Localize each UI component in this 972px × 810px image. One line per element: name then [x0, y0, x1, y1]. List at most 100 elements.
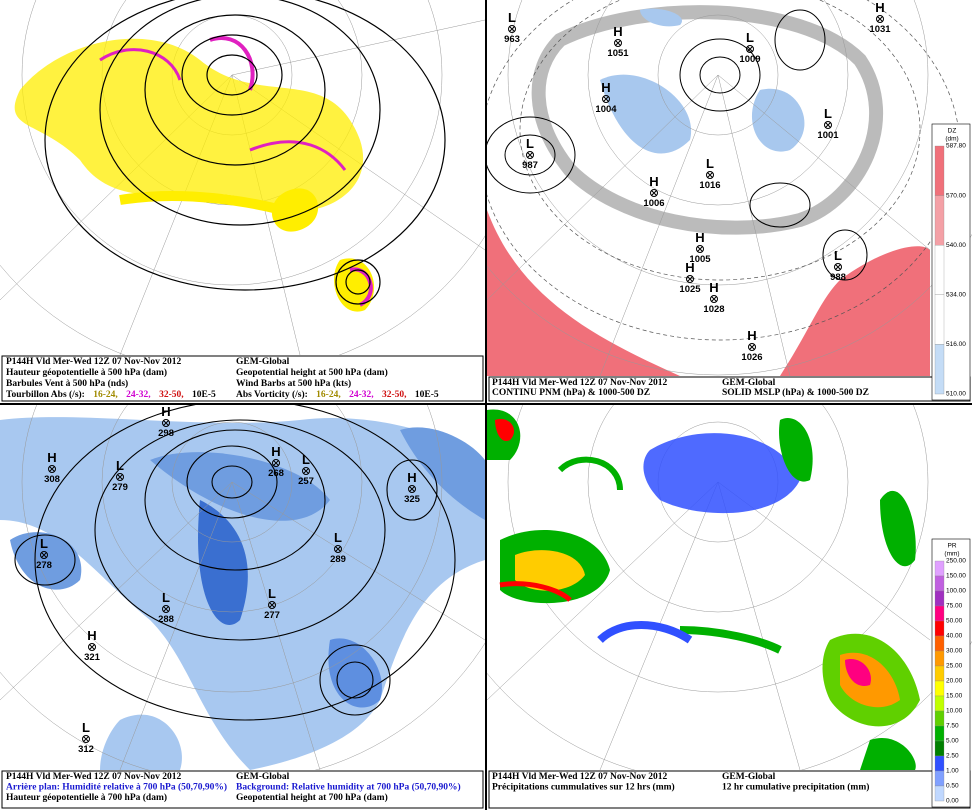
center-symbol [746, 45, 754, 53]
center-symbol [408, 485, 416, 493]
pressure-center: H 1026 [741, 328, 762, 363]
center-symbol [409, 486, 415, 492]
colorbar-swatch [934, 635, 945, 652]
colorbar-title: DZ [948, 128, 957, 135]
center-symbol [603, 96, 609, 102]
colorbar-swatch [934, 620, 945, 637]
pressure-center: L 1009 [739, 30, 760, 65]
center-type: L [508, 10, 516, 25]
center-symbol [335, 546, 341, 552]
center-symbol [334, 545, 342, 553]
center-value: 277 [264, 610, 280, 621]
caption-text: Précipitations cummulatives sur 12 hrs (… [492, 782, 675, 793]
caption-line: Barbules Vent à 500 hPa (nds) [6, 378, 128, 389]
colorbar-label: 10.00 [946, 708, 963, 715]
center-symbol [82, 735, 90, 743]
caption-text: 16-24, [93, 390, 120, 400]
colorbar-swatch [934, 344, 945, 395]
center-value: 1001 [817, 130, 839, 141]
center-symbol [615, 40, 621, 46]
center-type: L [334, 530, 342, 545]
colorbar-swatch [934, 605, 945, 622]
center-symbol [614, 39, 622, 47]
center-symbol [710, 295, 718, 303]
pressure-center: L 257 [298, 452, 314, 487]
colorbar-swatch [934, 560, 945, 577]
caption-text: P144H Vld Mer-Wed 12Z 07 Nov-Nov 2012 [492, 772, 667, 782]
caption-line: 12 hr cumulative precipitation (mm) [722, 782, 869, 793]
colorbar-label: 50.00 [946, 618, 963, 625]
center-symbol [825, 122, 831, 128]
pressure-center: H 1005 [689, 230, 711, 265]
center-symbol [508, 25, 516, 33]
pressure-center: L 278 [36, 536, 52, 571]
center-symbol [835, 264, 841, 270]
caption-box [1, 770, 484, 809]
center-symbol [269, 602, 275, 608]
colorbar-swatch [934, 680, 945, 697]
center-symbol [749, 344, 755, 350]
caption-text: Abs Vorticity (/s): [236, 389, 310, 400]
center-symbol [303, 468, 309, 474]
caption-line: GEM-Global [236, 772, 290, 782]
pressure-center: H 268 [268, 444, 284, 479]
pressure-center: L 279 [112, 458, 128, 493]
center-value: 1004 [595, 104, 617, 115]
pressure-center: L 1016 [699, 156, 720, 191]
caption-box [488, 376, 971, 402]
caption-line: Geopotential height at 700 hPa (dam) [236, 792, 388, 803]
center-type: H [47, 450, 56, 465]
colorbar-swatch [934, 755, 945, 772]
center-type: L [706, 156, 714, 171]
colorbar-swatch [934, 740, 945, 757]
pressure-center: H 1025 [679, 260, 701, 295]
center-symbol [697, 246, 703, 252]
center-symbol [707, 172, 713, 178]
center-symbol [824, 121, 832, 129]
colorbar-label: 0.00 [946, 798, 959, 805]
center-type: H [747, 328, 756, 343]
pressure-center: H 298 [158, 404, 174, 439]
map-mslp [487, 0, 972, 376]
caption-line: Wind Barbs at 500 hPa (kts) [236, 378, 351, 389]
center-type: H [709, 280, 718, 295]
caption-text: P144H Vld Mer-Wed 12Z 07 Nov-Nov 2012 [6, 772, 181, 782]
caption-line: Background: Relative humidity at 700 hPa… [236, 782, 461, 793]
center-symbol [116, 473, 124, 481]
colorbar-label: 75.00 [946, 603, 963, 610]
colorbar-swatch [934, 710, 945, 727]
center-type: L [746, 30, 754, 45]
caption-line: Geopotential height at 500 hPa (dam) [236, 367, 388, 378]
colorbar-label: 150.00 [946, 573, 966, 580]
center-symbol [48, 465, 56, 473]
colorbar-swatch [934, 650, 945, 667]
pressure-center: H 1028 [703, 280, 724, 315]
caption-text: Geopotential height at 500 hPa (dam) [236, 367, 388, 378]
caption-text: Arrière plan: Humidité relative à 700 hP… [6, 782, 227, 793]
center-value: 279 [112, 482, 128, 493]
caption-line: CONTINU PNM (hPa) & 1000-500 DZ [492, 387, 650, 398]
center-symbol [88, 643, 96, 651]
center-type: L [162, 590, 170, 605]
colorbar-swatch [934, 770, 945, 787]
center-symbol [706, 171, 714, 179]
center-type: H [601, 80, 610, 95]
colorbar-swatch [934, 785, 945, 802]
center-type: L [82, 720, 90, 735]
center-value: 1026 [741, 352, 762, 363]
caption-text: P144H Vld Mer-Wed 12Z 07 Nov-Nov 2012 [492, 378, 667, 388]
center-symbol [509, 26, 515, 32]
center-symbol [876, 15, 884, 23]
colorbar-label: 30.00 [946, 648, 963, 655]
center-type: H [271, 444, 280, 459]
center-symbol [527, 152, 533, 158]
center-symbol [272, 459, 280, 467]
center-value: 1051 [607, 48, 629, 59]
caption-line: Hauteur géopotentielle à 700 hPa (dam) [6, 792, 167, 803]
center-symbol [711, 296, 717, 302]
center-type: H [161, 404, 170, 419]
pressure-center: H 1031 [869, 0, 891, 35]
caption-text: Background: Relative humidity at 700 hPa… [236, 782, 461, 793]
center-symbol [696, 245, 704, 253]
colorbar-label: 40.00 [946, 633, 963, 640]
